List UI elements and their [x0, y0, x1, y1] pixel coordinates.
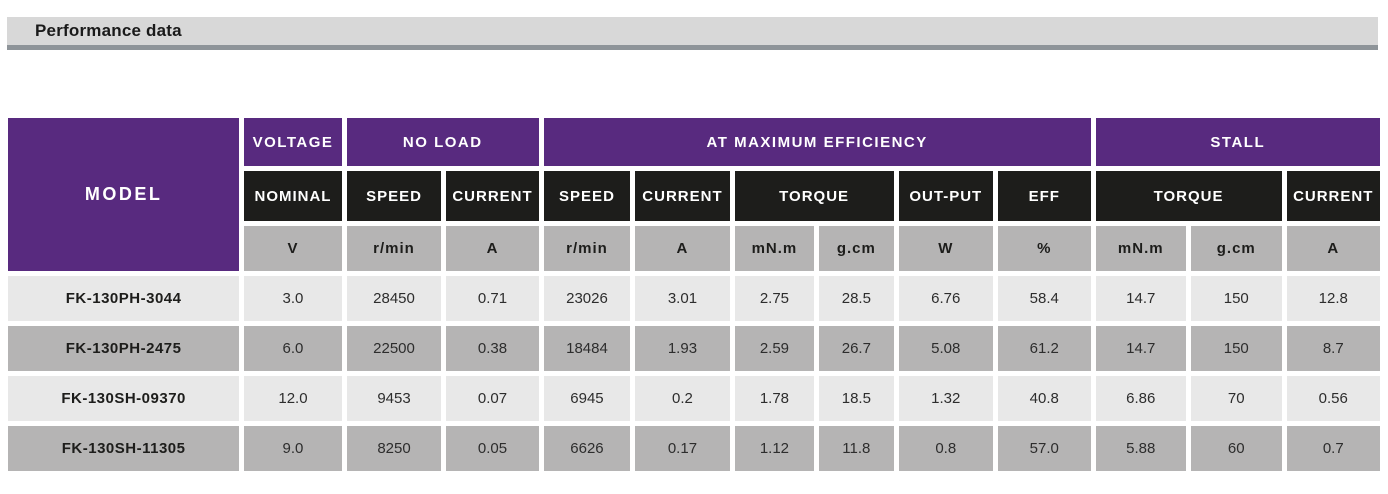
value-cell: 0.17	[635, 426, 730, 471]
unit-cell: A	[446, 226, 539, 271]
value-cell: 14.7	[1095, 276, 1187, 321]
value-cell: 9.0	[244, 426, 342, 471]
value-cell: 8.7	[1286, 326, 1380, 371]
unit-cell: mN.m	[1095, 226, 1187, 271]
value-cell: 26.7	[819, 326, 894, 371]
model-name-cell: FK-130SH-11305	[8, 426, 240, 471]
performance-data-table: MODEL VOLTAGE NO LOAD AT MAXIMUM EFFICIE…	[8, 118, 1380, 471]
subheader-eff: EFF	[998, 171, 1091, 221]
value-cell: 61.2	[998, 326, 1091, 371]
value-cell: 60	[1191, 426, 1282, 471]
unit-cell: %	[998, 226, 1091, 271]
value-cell: 1.78	[734, 376, 815, 421]
value-cell: 9453	[346, 376, 442, 421]
unit-cell: r/min	[543, 226, 631, 271]
unit-cell: r/min	[346, 226, 442, 271]
model-name-cell: FK-130PH-3044	[8, 276, 240, 321]
subheader-maxeff-speed: SPEED	[543, 171, 631, 221]
value-cell: 70	[1191, 376, 1282, 421]
value-cell: 1.12	[734, 426, 815, 471]
unit-cell: W	[898, 226, 994, 271]
value-cell: 3.0	[244, 276, 342, 321]
subheader-maxeff-torque: TORQUE	[734, 171, 894, 221]
value-cell: 0.07	[446, 376, 539, 421]
value-cell: 12.8	[1286, 276, 1380, 321]
section-header-bar: Performance data	[7, 17, 1378, 50]
group-header-voltage: VOLTAGE	[244, 118, 342, 166]
value-cell: 1.93	[635, 326, 730, 371]
subheader-noload-speed: SPEED	[346, 171, 442, 221]
value-cell: 57.0	[998, 426, 1091, 471]
value-cell: 0.8	[898, 426, 994, 471]
value-cell: 22500	[346, 326, 442, 371]
value-cell: 6.76	[898, 276, 994, 321]
value-cell: 58.4	[998, 276, 1091, 321]
model-name-cell: FK-130SH-09370	[8, 376, 240, 421]
unit-cell: g.cm	[1191, 226, 1282, 271]
model-name-cell: FK-130PH-2475	[8, 326, 240, 371]
unit-cell: A	[1286, 226, 1380, 271]
value-cell: 28.5	[819, 276, 894, 321]
value-cell: 2.75	[734, 276, 815, 321]
subheader-output: OUT-PUT	[898, 171, 994, 221]
value-cell: 0.2	[635, 376, 730, 421]
value-cell: 0.56	[1286, 376, 1380, 421]
value-cell: 3.01	[635, 276, 730, 321]
value-cell: 40.8	[998, 376, 1091, 421]
value-cell: 11.8	[819, 426, 894, 471]
group-header-at-maximum-efficiency: AT MAXIMUM EFFICIENCY	[543, 118, 1091, 166]
value-cell: 5.88	[1095, 426, 1187, 471]
value-cell: 1.32	[898, 376, 994, 421]
value-cell: 8250	[346, 426, 442, 471]
unit-cell: A	[635, 226, 730, 271]
value-cell: 2.59	[734, 326, 815, 371]
value-cell: 12.0	[244, 376, 342, 421]
value-cell: 6945	[543, 376, 631, 421]
value-cell: 0.7	[1286, 426, 1380, 471]
model-column-header: MODEL	[8, 118, 240, 271]
group-header-stall: STALL	[1095, 118, 1380, 166]
subheader-noload-current: CURRENT	[446, 171, 539, 221]
value-cell: 14.7	[1095, 326, 1187, 371]
value-cell: 18.5	[819, 376, 894, 421]
unit-cell: V	[244, 226, 342, 271]
unit-cell: mN.m	[734, 226, 815, 271]
value-cell: 6626	[543, 426, 631, 471]
value-cell: 0.05	[446, 426, 539, 471]
value-cell: 6.0	[244, 326, 342, 371]
value-cell: 150	[1191, 276, 1282, 321]
value-cell: 0.38	[446, 326, 539, 371]
section-title: Performance data	[35, 21, 182, 40]
subheader-maxeff-current: CURRENT	[635, 171, 730, 221]
value-cell: 23026	[543, 276, 631, 321]
group-header-no-load: NO LOAD	[346, 118, 539, 166]
value-cell: 150	[1191, 326, 1282, 371]
value-cell: 6.86	[1095, 376, 1187, 421]
subheader-stall-torque: TORQUE	[1095, 171, 1282, 221]
subheader-nominal: NOMINAL	[244, 171, 342, 221]
value-cell: 0.71	[446, 276, 539, 321]
subheader-stall-current: CURRENT	[1286, 171, 1380, 221]
value-cell: 18484	[543, 326, 631, 371]
value-cell: 28450	[346, 276, 442, 321]
unit-cell: g.cm	[819, 226, 894, 271]
value-cell: 5.08	[898, 326, 994, 371]
